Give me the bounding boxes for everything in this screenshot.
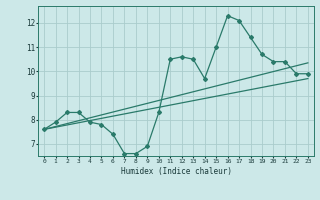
X-axis label: Humidex (Indice chaleur): Humidex (Indice chaleur): [121, 167, 231, 176]
